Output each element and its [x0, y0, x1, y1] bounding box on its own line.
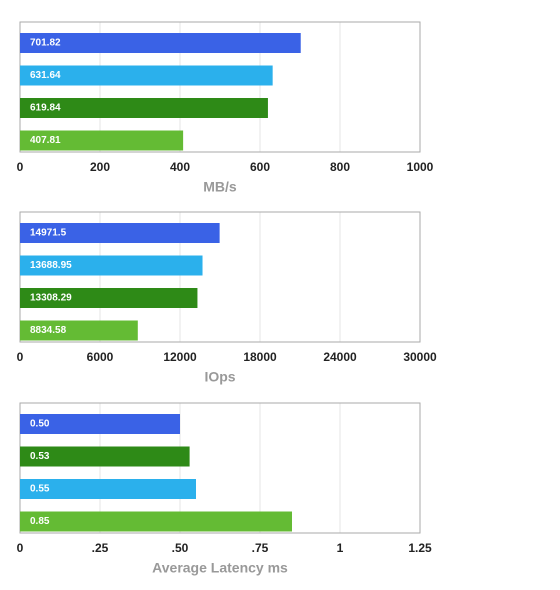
plot-border	[19, 21, 421, 153]
value-label: 631.64	[30, 70, 61, 81]
x-axis-label: Average Latency ms	[152, 560, 288, 576]
value-label: 0.53	[30, 451, 50, 462]
bar	[20, 414, 180, 434]
bar	[20, 511, 292, 532]
bar	[20, 130, 184, 151]
x-tick-label: .25	[92, 541, 109, 555]
value-label: 13308.29	[30, 293, 72, 304]
value-label: 13688.95	[30, 260, 72, 271]
value-label: 701.82	[30, 38, 61, 49]
x-axis-label: MB/s	[203, 179, 237, 195]
x-tick-label: 0	[17, 160, 24, 174]
bar	[20, 33, 301, 53]
bar	[20, 446, 190, 467]
x-tick-label: 12000	[163, 350, 197, 364]
bar	[20, 288, 198, 308]
x-tick-label: 1000	[407, 160, 434, 174]
value-label: 0.50	[30, 419, 50, 430]
x-tick-label: 24000	[323, 350, 357, 364]
value-label: 0.55	[30, 484, 50, 495]
bar	[20, 320, 138, 341]
x-tick-label: 6000	[87, 350, 114, 364]
x-tick-label: 1.25	[408, 541, 432, 555]
plot-border	[19, 211, 421, 343]
value-label: 0.85	[30, 516, 50, 527]
x-axis-label: IOps	[204, 369, 235, 385]
x-tick-label: .75	[252, 541, 269, 555]
value-label: 619.84	[30, 103, 61, 114]
x-tick-label: 1	[337, 541, 344, 555]
x-tick-label: 18000	[243, 350, 277, 364]
bar	[20, 223, 220, 243]
x-tick-label: 800	[330, 160, 350, 174]
x-tick-label: 600	[250, 160, 270, 174]
x-tick-label: .50	[172, 541, 189, 555]
bar	[20, 255, 203, 276]
x-tick-label: 200	[90, 160, 110, 174]
bar	[20, 479, 196, 499]
bar	[20, 65, 273, 86]
x-tick-label: 400	[170, 160, 190, 174]
x-tick-label: 0	[17, 541, 24, 555]
value-label: 407.81	[30, 135, 61, 146]
bar	[20, 98, 268, 118]
x-tick-label: 0	[17, 350, 24, 364]
x-tick-label: 30000	[403, 350, 437, 364]
value-label: 14971.5	[30, 228, 67, 239]
value-label: 8834.58	[30, 325, 67, 336]
plot-border	[19, 402, 421, 534]
